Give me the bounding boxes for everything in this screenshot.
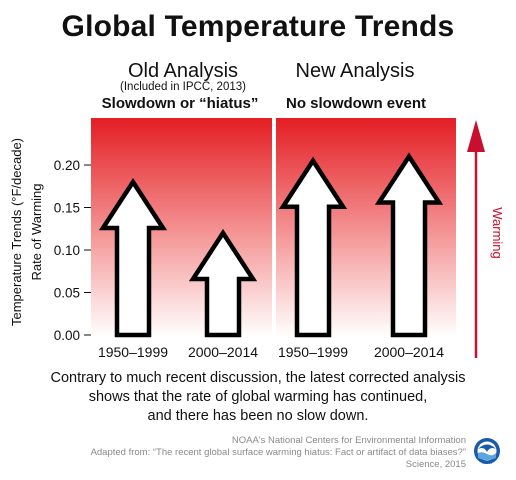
y-tick-label: 0.15 bbox=[54, 201, 80, 216]
x-tick-label: 2000–2014 bbox=[374, 344, 444, 360]
bar-arrow-old-1 bbox=[188, 228, 258, 338]
chart-caption: Contrary to much recent discussion, the … bbox=[0, 369, 516, 426]
y-tick-label: 0.00 bbox=[54, 328, 80, 343]
credit-journal: Science, 2015 bbox=[405, 459, 466, 470]
noaa-logo-bird bbox=[478, 444, 496, 452]
panel-caption-new: No slowdown event bbox=[285, 95, 426, 112]
bar-arrow-old-0 bbox=[98, 177, 168, 338]
y-tick-label: 0.10 bbox=[54, 243, 80, 258]
x-tick-label: 1950–1999 bbox=[98, 344, 168, 360]
bar-arrow-new-1 bbox=[374, 152, 444, 338]
x-tick-label: 2000–2014 bbox=[188, 344, 258, 360]
warming-arrow-head bbox=[467, 120, 485, 152]
x-tick-label: 1950–1999 bbox=[278, 344, 348, 360]
panel-subtitle-old: (Included in IPCC, 2013) bbox=[120, 81, 246, 93]
warming-arrow bbox=[467, 120, 485, 358]
warming-label: Warming bbox=[490, 207, 505, 259]
noaa-logo-wave bbox=[478, 452, 496, 460]
y-tick-label: 0.20 bbox=[54, 158, 80, 173]
y-axis-label: Temperature Trends (°F/decade) bbox=[9, 138, 24, 326]
bar-arrow-new-0 bbox=[278, 156, 348, 338]
noaa-logo-text: NOAA bbox=[482, 461, 493, 465]
credit-adapted: Adapted from: “The recent global surface… bbox=[90, 447, 466, 458]
caption-line: Contrary to much recent discussion, the … bbox=[50, 370, 466, 386]
y-axis-label-secondary: Rate of Warming bbox=[29, 183, 44, 280]
chart-title: Global Temperature Trends bbox=[61, 10, 455, 43]
panel-title-new: New Analysis bbox=[295, 60, 415, 82]
panel-title-old: Old Analysis bbox=[127, 60, 239, 82]
panel-caption-old: Slowdown or “hiatus” bbox=[101, 95, 259, 112]
y-tick-label: 0.05 bbox=[54, 286, 80, 301]
caption-line: shows that the rate of global warming ha… bbox=[88, 389, 428, 405]
caption-line: and there has been no slow down. bbox=[147, 408, 369, 424]
noaa-logo: NOAA bbox=[474, 438, 500, 465]
credit-source: NOAA's National Centers for Environmenta… bbox=[231, 435, 466, 446]
